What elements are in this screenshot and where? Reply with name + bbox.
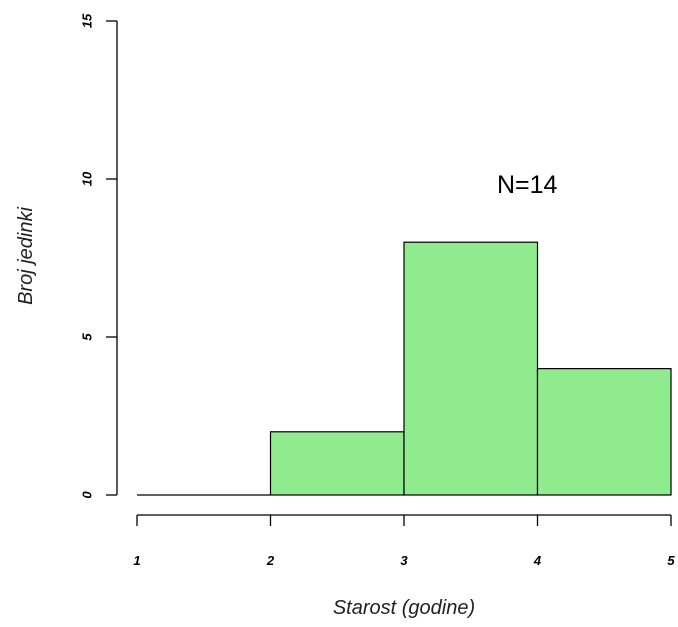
x-tick-label: 1 bbox=[133, 553, 140, 568]
x-tick-label: 3 bbox=[400, 553, 408, 568]
histogram-bar bbox=[536, 368, 672, 496]
x-tick-label: 2 bbox=[266, 553, 275, 568]
bars-layer bbox=[137, 241, 672, 496]
histogram-bar bbox=[269, 431, 405, 496]
y-tick-label: 5 bbox=[80, 333, 95, 341]
x-axis-title: Starost (godine) bbox=[333, 597, 475, 619]
y-tick-label: 15 bbox=[80, 13, 95, 28]
y-axis-title: Broj jedinki bbox=[15, 207, 37, 305]
sample-size-annotation: N=14 bbox=[497, 171, 558, 199]
x-tick-label: 4 bbox=[533, 553, 542, 568]
x-tick-label: 5 bbox=[667, 553, 675, 568]
axes-layer: 1 2 3 4 5 0 5 10 15 bbox=[80, 13, 676, 568]
y-tick-label: 0 bbox=[80, 491, 95, 499]
histogram-bar bbox=[403, 241, 539, 496]
y-tick-label: 10 bbox=[80, 171, 95, 186]
